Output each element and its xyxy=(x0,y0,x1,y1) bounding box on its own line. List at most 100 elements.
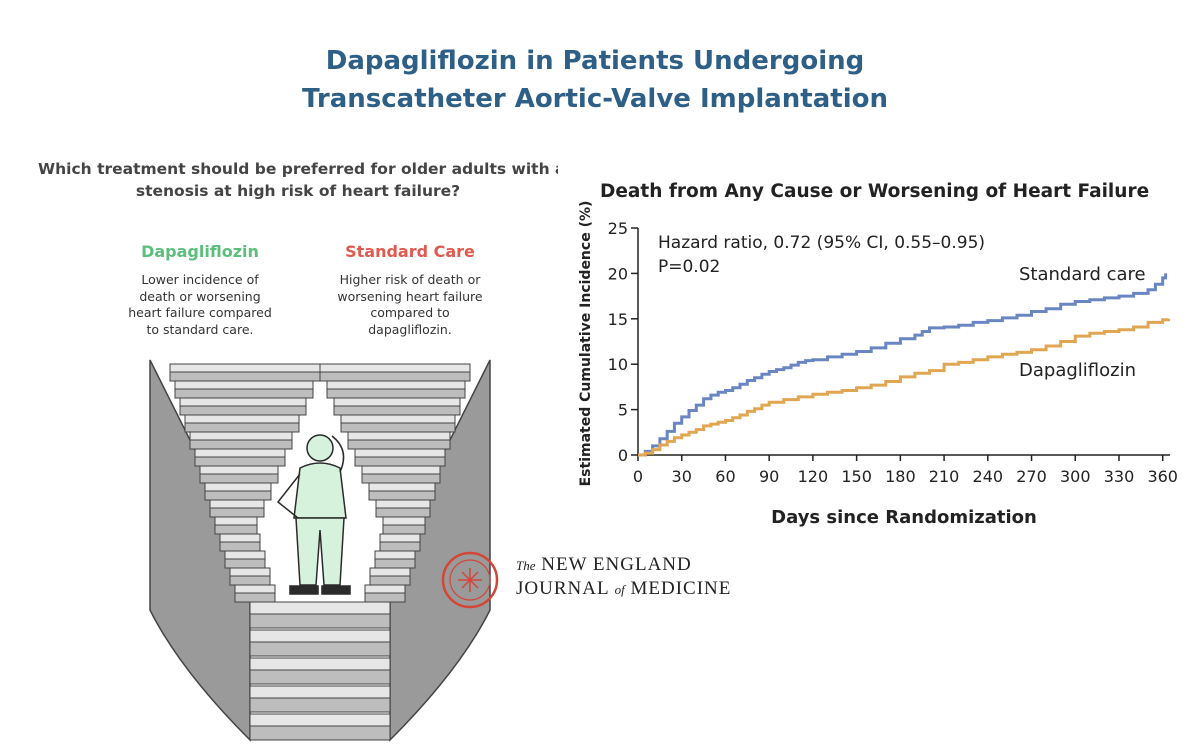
main-title-line-2: Transcatheter Aortic-Valve Implantation xyxy=(0,80,1190,118)
x-tick-label: 210 xyxy=(929,467,960,486)
x-tick-label: 300 xyxy=(1060,467,1091,486)
stair-step-riser xyxy=(210,508,264,517)
stair-step-tread xyxy=(250,686,390,698)
person-left-shoe xyxy=(290,586,318,594)
stair-step-riser xyxy=(250,726,390,740)
dapagliflozin-heading: Dapagliflozin xyxy=(100,242,300,261)
stair-step-riser xyxy=(175,389,313,398)
stair-step-tread xyxy=(375,551,415,559)
stair-step-tread xyxy=(327,381,465,389)
nejm-journal: JOURNAL xyxy=(516,578,609,599)
y-tick-label: 20 xyxy=(608,264,628,283)
stair-step-riser xyxy=(235,593,275,602)
nejm-medicine: MEDICINE xyxy=(630,578,731,599)
stair-step-riser xyxy=(250,670,390,684)
stair-step-tread xyxy=(220,534,260,542)
stair-step-tread xyxy=(250,658,390,670)
x-tick-label: 360 xyxy=(1147,467,1178,486)
stair-step-tread xyxy=(250,714,390,726)
nejm-new-england: NEW ENGLAND xyxy=(541,554,692,575)
stair-step-riser xyxy=(250,614,390,628)
stair-step-tread xyxy=(380,534,420,542)
stair-step-riser xyxy=(215,525,257,534)
nejm-logo: The NEW ENGLAND JOURNAL of MEDICINE xyxy=(440,550,800,610)
stair-step-tread xyxy=(376,500,430,508)
standard-care-description: Higher risk of death or worsening heart … xyxy=(310,272,510,338)
stair-step-tread xyxy=(190,432,292,440)
main-title-line-1: Dapagliflozin in Patients Undergoing xyxy=(0,42,1190,80)
dapagliflozin-desc-line: death or worsening xyxy=(100,289,300,306)
stair-step-riser xyxy=(341,423,455,432)
stair-step-riser xyxy=(320,372,470,381)
stair-step-tread xyxy=(230,568,270,576)
person-figure xyxy=(278,435,350,594)
y-tick-label: 10 xyxy=(608,355,628,374)
question-line-2: stenosis at high risk of heart failure? xyxy=(38,180,558,202)
stair-step-tread xyxy=(200,466,278,474)
stair-step-riser xyxy=(334,406,460,415)
y-tick-label: 0 xyxy=(618,446,628,465)
stair-step-tread xyxy=(334,398,460,406)
stair-step-riser xyxy=(250,642,390,656)
stair-step-tread xyxy=(180,398,306,406)
stair-step-riser xyxy=(376,508,430,517)
stair-step-tread xyxy=(195,449,285,457)
person-legs xyxy=(296,518,344,585)
stair-step-tread xyxy=(185,415,299,423)
dapagliflozin-desc-line: to standard care. xyxy=(100,322,300,339)
p-value-annotation: P=0.02 xyxy=(658,257,720,277)
dapagliflozin-desc-line: heart failure compared xyxy=(100,305,300,322)
stair-step-tread xyxy=(175,381,313,389)
x-tick-label: 180 xyxy=(885,467,916,486)
y-axis-label: Estimated Cumulative Incidence (%) xyxy=(578,201,594,487)
stair-step-riser xyxy=(230,576,270,585)
stair-step-riser xyxy=(180,406,306,415)
stair-step-riser xyxy=(185,423,299,432)
x-tick-label: 120 xyxy=(798,467,829,486)
standard-care-desc-line: Higher risk of death or xyxy=(310,272,510,289)
standard-care-desc-line: dapagliflozin. xyxy=(310,322,510,339)
stair-step-riser xyxy=(369,491,435,500)
stair-step-riser xyxy=(327,389,465,398)
stair-step-tread xyxy=(369,483,435,491)
stair-step-tread xyxy=(210,500,264,508)
stair-step-tread xyxy=(355,449,445,457)
standard-care-desc-line: compared to xyxy=(310,305,510,322)
nejm-line-1: The NEW ENGLAND xyxy=(516,554,692,576)
series-label-standard-care: Standard care xyxy=(1019,264,1146,285)
stair-step-tread xyxy=(320,364,470,372)
hazard-ratio-annotation: Hazard ratio, 0.72 (95% CI, 0.55–0.95) xyxy=(658,233,985,253)
stair-step-tread xyxy=(383,517,425,525)
question-text: Which treatment should be preferred for … xyxy=(38,158,558,202)
kaplan-meier-chart: 0 5 10 15 20 25 0 30 60 90 120 150 180 210 240 270 300 33… xyxy=(560,170,1180,540)
stair-step-riser xyxy=(375,559,415,568)
series-label-dapagliflozin: Dapagliflozin xyxy=(1019,360,1136,381)
stair-step-tread xyxy=(225,551,265,559)
y-tick-label: 25 xyxy=(608,219,628,238)
x-tick-label: 0 xyxy=(633,467,643,486)
stair-step-riser xyxy=(220,542,260,551)
standard-care-desc-line: worsening heart failure xyxy=(310,289,510,306)
stair-step-tread xyxy=(205,483,271,491)
stair-step-tread xyxy=(215,517,257,525)
x-tick-label: 330 xyxy=(1104,467,1135,486)
person-torso xyxy=(294,463,346,518)
stair-step-tread xyxy=(235,585,275,593)
dapagliflozin-description: Lower incidence of death or worsening he… xyxy=(100,272,300,338)
stair-step-tread xyxy=(250,630,390,642)
main-title: Dapagliflozin in Patients Undergoing Tra… xyxy=(0,42,1190,118)
stair-step-tread xyxy=(348,432,450,440)
stair-step-riser xyxy=(205,491,271,500)
person-head xyxy=(307,435,333,461)
person-right-shoe xyxy=(322,586,350,594)
x-tick-label: 90 xyxy=(759,467,779,486)
stair-step-riser xyxy=(190,440,292,449)
stair-step-tread xyxy=(362,466,440,474)
dapagliflozin-desc-line: Lower incidence of xyxy=(100,272,300,289)
stair-step-riser xyxy=(200,474,278,483)
nejm-of: of xyxy=(615,582,625,597)
stair-step-tread xyxy=(370,568,410,576)
stair-step-tread xyxy=(250,602,390,614)
stair-step-tread xyxy=(341,415,455,423)
stair-step-riser xyxy=(348,440,450,449)
